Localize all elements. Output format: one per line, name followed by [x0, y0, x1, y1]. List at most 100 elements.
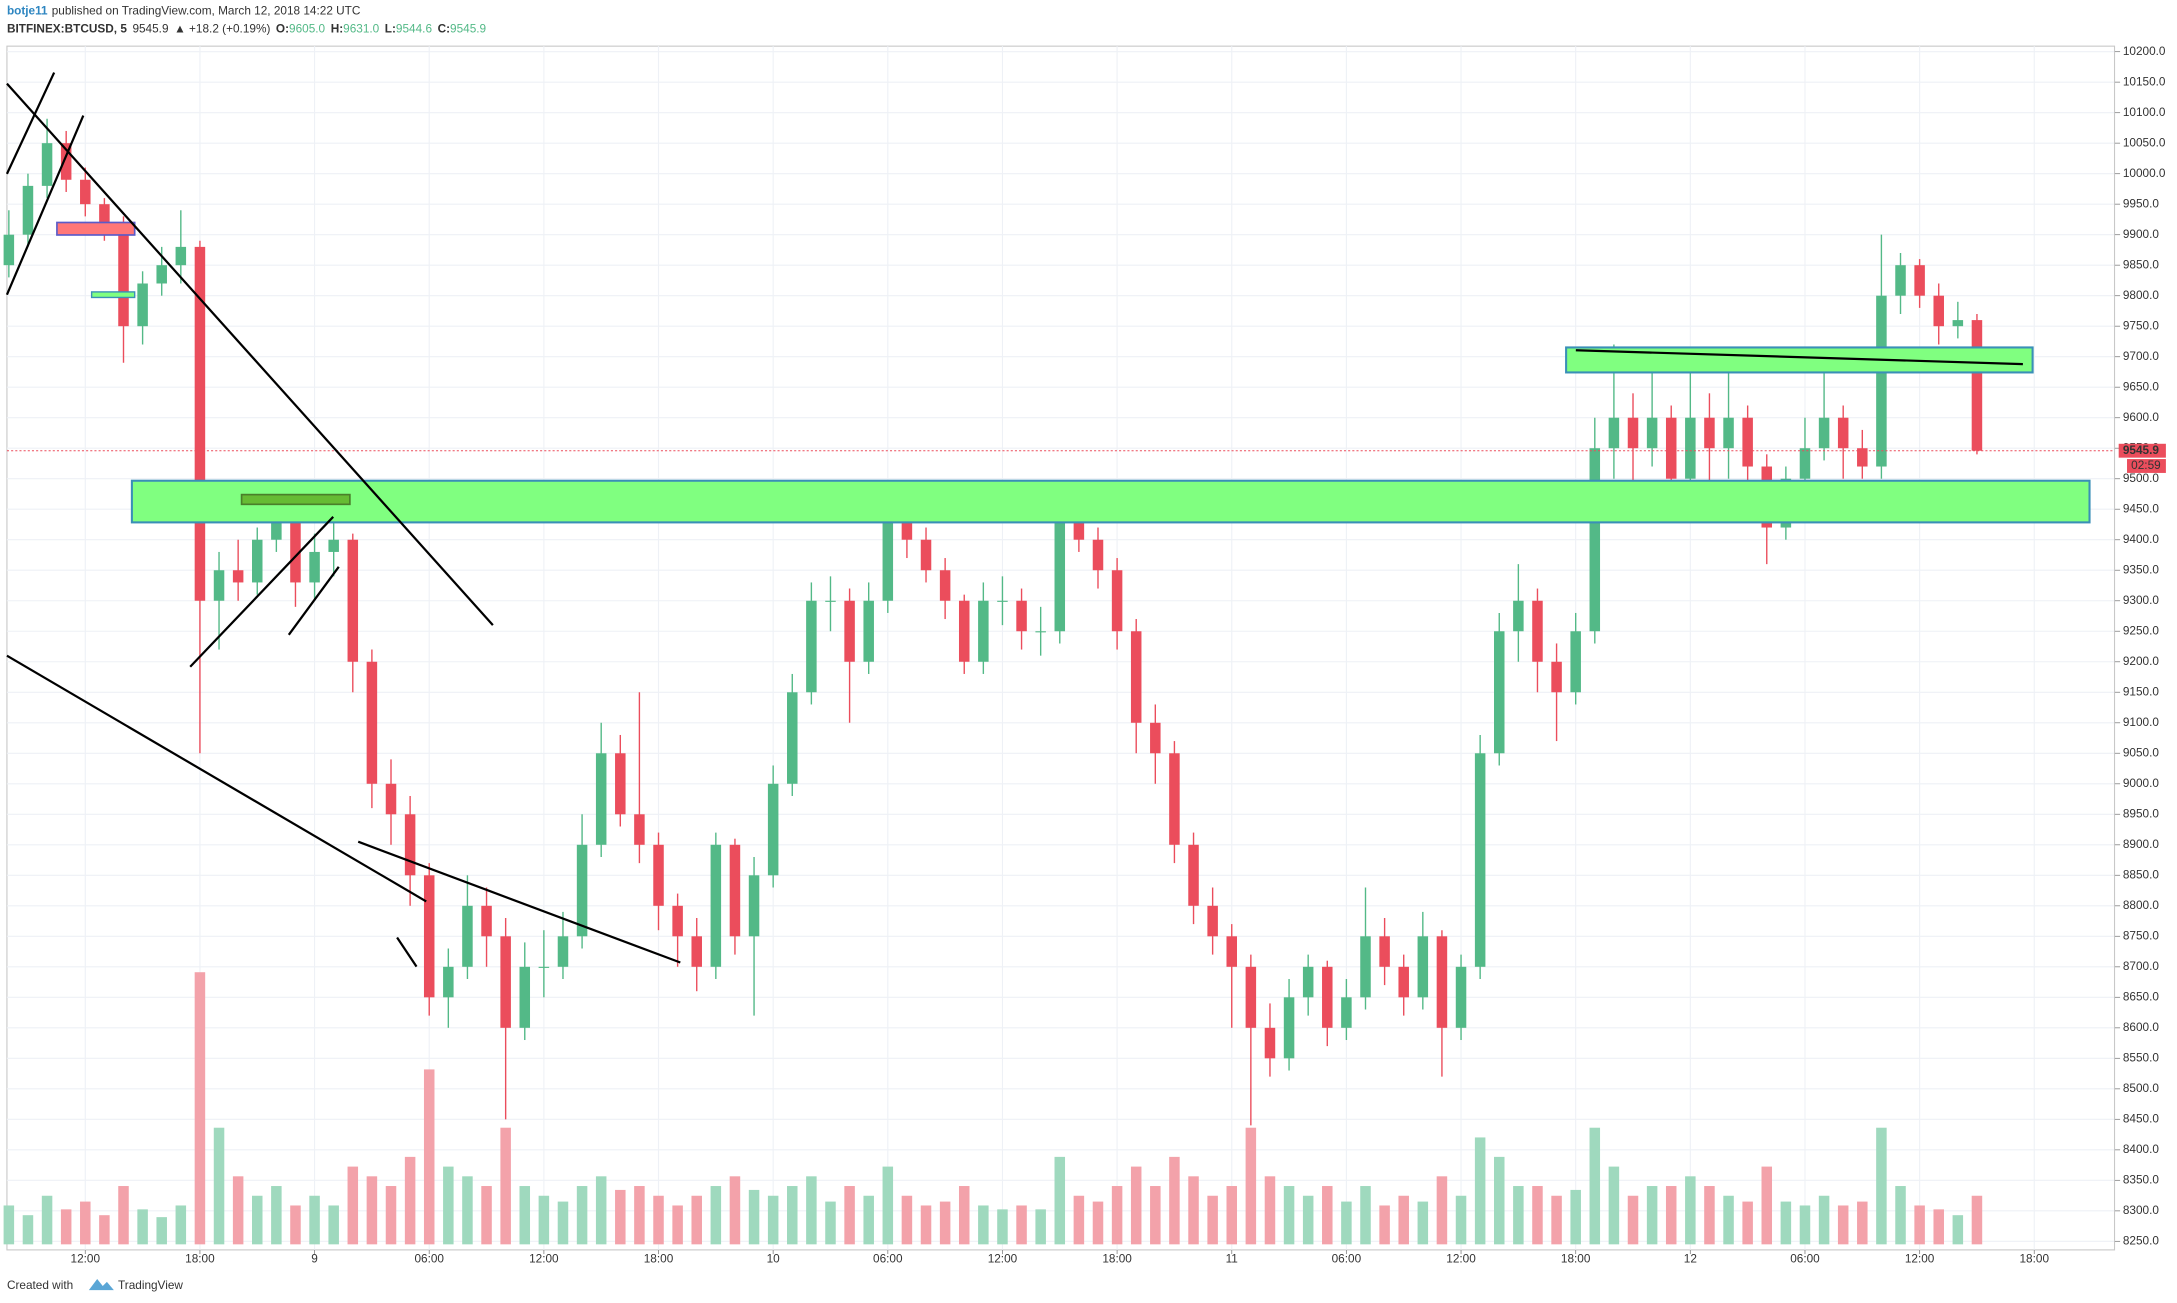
volume-bar [1933, 1209, 1944, 1245]
volume-bar [213, 1127, 225, 1245]
volume-bar [672, 1205, 683, 1245]
volume-bar [1474, 1137, 1486, 1245]
y-tick-label: 10050.0 [2123, 135, 2166, 149]
volume-bar [1455, 1195, 1467, 1245]
countdown-tag [2127, 459, 2166, 473]
volume-bar [863, 1195, 874, 1245]
candle-body [1207, 905, 1218, 937]
author: botje11 [7, 4, 48, 18]
candle-body [1474, 753, 1486, 967]
volume-bar [1417, 1201, 1429, 1245]
volume-layer [3, 972, 1983, 1245]
volume-bar [1073, 1195, 1085, 1245]
candle-body [920, 539, 932, 571]
x-tick-label: 18:00 [1561, 1252, 1591, 1266]
trendline [6, 82, 494, 626]
candle-body [1665, 417, 1677, 479]
y-tick-label: 9050.0 [2123, 745, 2160, 759]
y-tick-label: 8650.0 [2123, 989, 2160, 1003]
candle-body [366, 661, 378, 784]
symbol-line: BITFINEX:BTCUSD, 5 9545.9 ▲ +18.2 (+0.19%)… [7, 22, 486, 36]
candle-body [863, 600, 874, 662]
volume-bar [1914, 1205, 1925, 1245]
field-label: H: [331, 22, 343, 36]
candle-body [1379, 936, 1390, 967]
y-tick-label: 9900.0 [2123, 227, 2160, 241]
field-label: C: [438, 22, 450, 36]
volume-bar [920, 1205, 932, 1245]
x-tick-label: 12:00 [988, 1252, 1018, 1266]
candle-body [844, 600, 855, 662]
field-label: L: [385, 22, 396, 36]
y-tick-label: 9950.0 [2123, 196, 2160, 210]
candle-body [882, 509, 894, 601]
volume-bar [997, 1209, 1008, 1245]
price-tag [2118, 443, 2166, 458]
volume-bar [787, 1186, 798, 1245]
symbol: BITFINEX:BTCUSD, 5 [7, 22, 127, 36]
x-tick-label: 06:00 [1790, 1252, 1820, 1266]
trendline [287, 566, 340, 636]
candle-body [1341, 997, 1352, 1028]
volume-bar [1857, 1201, 1868, 1245]
published: published on TradingView.com, March 12, … [52, 4, 361, 18]
candle-body [1742, 417, 1753, 467]
candle-body [118, 222, 129, 327]
candle-body [997, 600, 1008, 602]
x-tick-label: 9 [311, 1252, 318, 1266]
candle-body [1857, 448, 1868, 467]
candle-body [232, 570, 244, 583]
volume-bar [1054, 1156, 1066, 1245]
y-tick-label: 9200.0 [2123, 654, 2160, 668]
volume-bar [443, 1166, 454, 1245]
candle-body [1130, 631, 1142, 723]
x-tick-label: 12:00 [1905, 1252, 1935, 1266]
y-tick-label: 8600.0 [2123, 1020, 2160, 1034]
x-tick-label: 12 [1684, 1252, 1697, 1266]
volume-bar [1226, 1186, 1238, 1245]
volume-bar [1169, 1156, 1180, 1245]
y-tick-label: 9650.0 [2123, 379, 2160, 393]
candle-body [251, 539, 263, 583]
volume-bar [1035, 1209, 1046, 1245]
volume-bar [290, 1205, 301, 1245]
candle-body [1302, 966, 1314, 998]
zone-box [130, 479, 2091, 524]
candle-body [404, 814, 416, 876]
footer-brand: TradingView [118, 1278, 183, 1292]
zone-box [240, 493, 351, 506]
candle-body [1283, 997, 1295, 1059]
candle-body [901, 509, 913, 540]
candle-body [1933, 295, 1944, 327]
volume-bar [767, 1195, 779, 1245]
x-tick-label: 18:00 [1102, 1252, 1132, 1266]
ohlc-fields: O:9605.0 H:9631.0 L:9544.6 C:9545.9 [276, 22, 486, 36]
candle-body [1704, 417, 1715, 449]
candle-body [1837, 417, 1849, 449]
y-tick-label: 8800.0 [2123, 898, 2160, 912]
volume-bar [939, 1201, 951, 1245]
candle-body [691, 936, 702, 967]
candle-body [1895, 265, 1906, 296]
candle-body [22, 185, 34, 235]
volume-bar [825, 1201, 836, 1245]
volume-bar [1130, 1166, 1142, 1245]
candle-body [1054, 509, 1066, 632]
candle-body [271, 509, 282, 540]
volume-bar [1876, 1127, 1887, 1245]
volume-bar [882, 1166, 894, 1245]
candle-body [3, 234, 15, 266]
volume-bar [1436, 1176, 1448, 1245]
volume-bar [1570, 1189, 1581, 1245]
x-tick-label: 10 [767, 1252, 781, 1266]
candle-body [1226, 936, 1238, 967]
x-tick-label: 06:00 [414, 1252, 444, 1266]
volume-bar [595, 1176, 607, 1245]
volume-bar [328, 1205, 339, 1245]
y-tick-label: 9800.0 [2123, 288, 2160, 302]
candle-body [1150, 722, 1161, 754]
volume-bar [251, 1195, 263, 1245]
candle-body [634, 814, 645, 845]
candle-body [729, 844, 741, 937]
volume-bar [634, 1186, 645, 1245]
